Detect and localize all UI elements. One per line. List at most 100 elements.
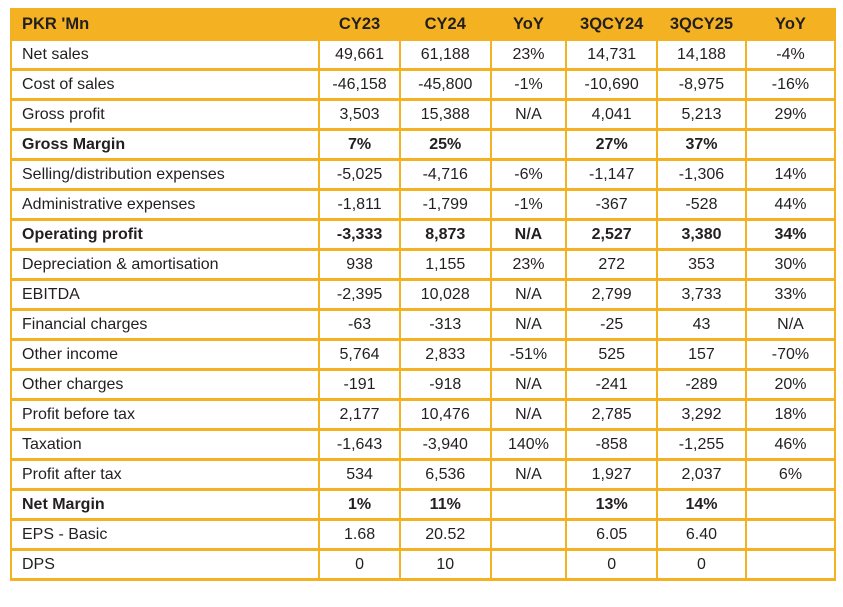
row-label: Gross profit [9, 98, 321, 131]
row-label: Profit after tax [9, 458, 321, 491]
cell-value: N/A [489, 368, 568, 401]
cell-value: -367 [565, 188, 658, 221]
row-label: Net sales [9, 38, 321, 71]
row-label: Selling/distribution expenses [9, 158, 321, 191]
cell-value: 11% [398, 488, 492, 521]
cell-value: -5,025 [318, 158, 401, 191]
cell-value: 1,155 [398, 248, 492, 281]
cell-value: 6.40 [655, 518, 747, 551]
cell-value [744, 518, 837, 551]
row-label: Depreciation & amortisation [9, 248, 321, 281]
row-label: Other charges [9, 368, 321, 401]
cell-value: 938 [318, 248, 401, 281]
cell-value: 23% [489, 38, 568, 71]
cell-value: 34% [744, 218, 837, 251]
cell-value: N/A [489, 218, 568, 251]
cell-value: 5,764 [318, 338, 401, 371]
cell-value: 20% [744, 368, 837, 401]
cell-value: 2,833 [398, 338, 492, 371]
cell-value: -3,940 [398, 428, 492, 461]
table-row-dps: DPS 0 10 0 0 [9, 548, 837, 581]
cell-value: 3,292 [655, 398, 747, 431]
cell-value: -1,811 [318, 188, 401, 221]
unit-header-cell: PKR 'Mn [9, 8, 321, 41]
cell-value: -46,158 [318, 68, 401, 101]
cell-value: -528 [655, 188, 747, 221]
cell-value: 2,527 [565, 218, 658, 251]
table-row-profit-before-tax: Profit before tax 2,177 10,476 N/A 2,785 3,29… [9, 398, 837, 431]
cell-value: 0 [318, 548, 401, 581]
cell-value: N/A [489, 458, 568, 491]
cell-value: N/A [489, 398, 568, 431]
row-label: Taxation [9, 428, 321, 461]
cell-value: 1% [318, 488, 401, 521]
table-row-taxation: Taxation -1,643 -3,940 140% -858 -1,255 46% [9, 428, 837, 461]
cell-value: 14,731 [565, 38, 658, 71]
cell-value: -16% [744, 68, 837, 101]
cell-value: 1,927 [565, 458, 658, 491]
cell-value: 3,503 [318, 98, 401, 131]
table-row-cost-of-sales: Cost of sales -46,158 -45,800 -1% -10,690 -8,… [9, 68, 837, 101]
cell-value: 61,188 [398, 38, 492, 71]
financial-results-table: PKR 'Mn CY23 CY24 YoY 3QCY24 3QCY25 YoY Net s… [9, 8, 837, 581]
table-header-row: PKR 'Mn CY23 CY24 YoY 3QCY24 3QCY25 YoY [9, 8, 837, 41]
cell-value: 49,661 [318, 38, 401, 71]
cell-value: 44% [744, 188, 837, 221]
cell-value: N/A [744, 308, 837, 341]
cell-value: 5,213 [655, 98, 747, 131]
cell-value: 10,028 [398, 278, 492, 311]
table-row-administrative-expenses: Administrative expenses -1,811 -1,799 -1% -3… [9, 188, 837, 221]
cell-value: 3,380 [655, 218, 747, 251]
cell-value: -4% [744, 38, 837, 71]
cell-value: -1,255 [655, 428, 747, 461]
cell-value: 27% [565, 128, 658, 161]
cell-value: 0 [655, 548, 747, 581]
table-row-gross-margin: Gross Margin 7% 25% 27% 37% [9, 128, 837, 161]
cell-value: 353 [655, 248, 747, 281]
cell-value: 37% [655, 128, 747, 161]
row-label: Other income [9, 338, 321, 371]
cell-value: 23% [489, 248, 568, 281]
cell-value: 2,037 [655, 458, 747, 491]
cell-value: -63 [318, 308, 401, 341]
row-label: Profit before tax [9, 398, 321, 431]
cell-value: -1% [489, 188, 568, 221]
cell-value: -25 [565, 308, 658, 341]
cell-value: -6% [489, 158, 568, 191]
cell-value: -289 [655, 368, 747, 401]
cell-value: -858 [565, 428, 658, 461]
cell-value: N/A [489, 278, 568, 311]
cell-value: 2,177 [318, 398, 401, 431]
cell-value: 2,785 [565, 398, 658, 431]
cell-value: -10,690 [565, 68, 658, 101]
column-header-yoy-2: YoY [489, 8, 568, 41]
cell-value: N/A [489, 98, 568, 131]
cell-value: -3,333 [318, 218, 401, 251]
cell-value [489, 488, 568, 521]
row-label: EPS - Basic [9, 518, 321, 551]
cell-value: 25% [398, 128, 492, 161]
cell-value: 14% [744, 158, 837, 191]
cell-value: 6,536 [398, 458, 492, 491]
cell-value: 15,388 [398, 98, 492, 131]
cell-value: 534 [318, 458, 401, 491]
table-row-other-charges: Other charges -191 -918 N/A -241 -289 20% [9, 368, 837, 401]
cell-value [489, 548, 568, 581]
cell-value: -1,799 [398, 188, 492, 221]
cell-value: 33% [744, 278, 837, 311]
cell-value: -51% [489, 338, 568, 371]
cell-value: -191 [318, 368, 401, 401]
cell-value: -1,147 [565, 158, 658, 191]
cell-value: 8,873 [398, 218, 492, 251]
cell-value: 29% [744, 98, 837, 131]
row-label: Operating profit [9, 218, 321, 251]
cell-value: 3,733 [655, 278, 747, 311]
cell-value: -1% [489, 68, 568, 101]
cell-value: 6.05 [565, 518, 658, 551]
table-row-depreciation-amortisation: Depreciation & amortisation 938 1,155 23% 27… [9, 248, 837, 281]
cell-value: -45,800 [398, 68, 492, 101]
cell-value: 14% [655, 488, 747, 521]
row-label: DPS [9, 548, 321, 581]
cell-value: 140% [489, 428, 568, 461]
cell-value [744, 548, 837, 581]
